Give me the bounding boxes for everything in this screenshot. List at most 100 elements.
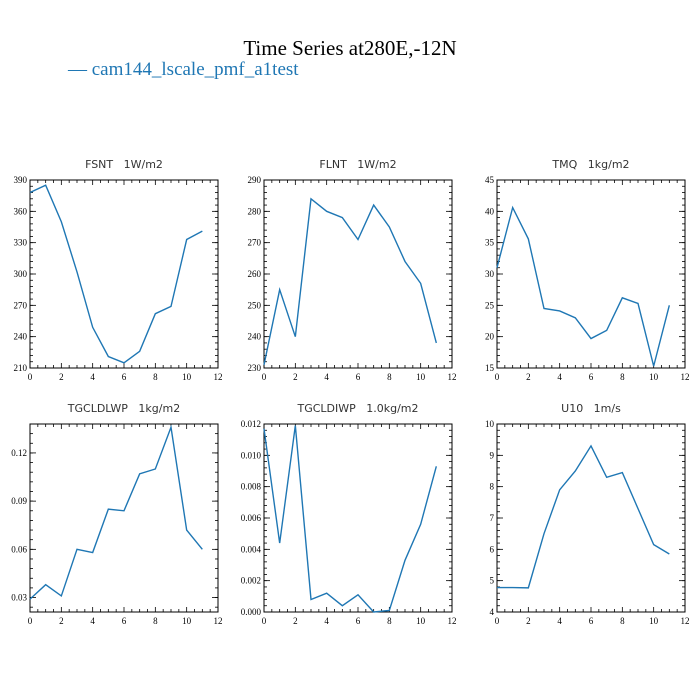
x-tick-label: 2 — [526, 616, 531, 626]
y-tick-label: 30 — [485, 269, 495, 279]
plot-frame — [29, 423, 219, 613]
y-tick-label: 280 — [248, 206, 262, 216]
y-tick-label: 35 — [485, 238, 495, 248]
y-tick-label: 7 — [490, 513, 495, 523]
x-tick-label: 0 — [28, 616, 33, 626]
series-line — [496, 205, 671, 367]
series-line — [263, 197, 438, 366]
panel-3: TMQ 1kg/m2 0 2 4 6 8 10 12 15 20 25 30 35 40 45 — [485, 158, 690, 382]
x-tick-label: 0 — [262, 616, 267, 626]
y-tick-label: 210 — [14, 363, 28, 373]
x-tick-label: 12 — [214, 372, 223, 382]
y-tick-label: 250 — [248, 300, 262, 310]
panel-title: U10 1m/s — [561, 402, 621, 415]
legend-entry: — cam144_lscale_pmf_a1test — [68, 59, 299, 80]
panel-2: FLNT 1W/m2 0 2 4 6 8 10 12 230 240 250 260 270 280 290 — [248, 158, 457, 382]
y-tick-label: 270 — [248, 238, 262, 248]
x-tick-label: 0 — [262, 372, 267, 382]
y-tick-label: 0.06 — [11, 544, 27, 554]
y-tick-label: 0.008 — [241, 482, 262, 492]
x-tick-label: 8 — [620, 372, 625, 382]
y-tick-label: 300 — [14, 269, 28, 279]
y-tick-label: 0.010 — [241, 450, 262, 460]
x-tick-label: 4 — [557, 616, 562, 626]
y-tick-label: 240 — [14, 332, 28, 342]
series-line — [29, 184, 203, 364]
x-tick-label: 10 — [416, 616, 426, 626]
panel-4: TGCLDLWP 1kg/m2 0 2 4 6 8 10 12 0.03 0.06 0.09 0.12 — [11, 402, 222, 626]
x-tick-label: 4 — [324, 616, 329, 626]
panel-title: FLNT 1W/m2 — [319, 158, 396, 171]
panel-1: FSNT 1W/m2 0 2 4 6 8 10 12 210 240 270 300 330 360 390 — [14, 158, 223, 382]
y-tick-label: 20 — [485, 332, 495, 342]
x-tick-label: 8 — [153, 372, 158, 382]
x-tick-label: 4 — [90, 616, 95, 626]
x-tick-label: 2 — [59, 372, 64, 382]
x-tick-label: 4 — [557, 372, 562, 382]
x-tick-label: 12 — [681, 616, 690, 626]
x-tick-label: 10 — [649, 616, 659, 626]
x-tick-label: 10 — [182, 372, 192, 382]
x-tick-label: 2 — [293, 616, 298, 626]
x-tick-label: 2 — [526, 372, 531, 382]
y-tick-label: 290 — [248, 175, 262, 185]
x-tick-label: 0 — [495, 372, 500, 382]
y-tick-label: 15 — [485, 363, 495, 373]
y-tick-label: 25 — [485, 300, 495, 310]
y-tick-label: 0.004 — [241, 544, 262, 554]
plot-frame — [29, 179, 219, 369]
y-tick-label: 0.03 — [11, 593, 27, 603]
x-tick-label: 6 — [122, 616, 127, 626]
y-tick-label: 390 — [14, 175, 28, 185]
x-tick-label: 10 — [649, 372, 659, 382]
panel-6: U10 1m/s 0 2 4 6 8 10 12 4 5 6 7 8 9 10 — [485, 402, 690, 626]
y-tick-label: 0.012 — [241, 419, 261, 429]
x-tick-label: 8 — [387, 616, 392, 626]
y-tick-label: 230 — [248, 363, 262, 373]
x-tick-label: 2 — [293, 372, 298, 382]
y-tick-label: 240 — [248, 332, 262, 342]
x-tick-label: 4 — [324, 372, 329, 382]
y-tick-label: 4 — [490, 607, 495, 617]
x-tick-label: 8 — [387, 372, 392, 382]
panel-5: TGCLDIWP 1.0kg/m2 0 2 4 6 8 10 12 0.000 0.002 0.00… — [241, 402, 457, 626]
panel-title: TGCLDIWP 1.0kg/m2 — [296, 402, 418, 415]
x-tick-label: 2 — [59, 616, 64, 626]
y-tick-label: 9 — [490, 450, 495, 460]
y-tick-label: 0.12 — [11, 448, 27, 458]
y-tick-label: 270 — [14, 300, 28, 310]
x-tick-label: 10 — [182, 616, 192, 626]
y-tick-label: 360 — [14, 206, 28, 216]
x-tick-label: 6 — [589, 616, 594, 626]
y-tick-label: 45 — [485, 175, 495, 185]
series-line — [263, 425, 438, 613]
y-tick-label: 40 — [485, 206, 495, 216]
plot-frame — [496, 423, 686, 613]
x-tick-label: 12 — [448, 372, 457, 382]
y-tick-label: 260 — [248, 269, 262, 279]
x-tick-label: 10 — [416, 372, 426, 382]
plot-frame — [496, 179, 686, 369]
panel-title: TMQ 1kg/m2 — [551, 158, 629, 171]
y-tick-label: 8 — [490, 482, 495, 492]
x-tick-label: 12 — [681, 372, 690, 382]
y-tick-label: 0.006 — [241, 513, 262, 523]
y-tick-label: 5 — [490, 576, 495, 586]
x-tick-label: 6 — [589, 372, 594, 382]
x-tick-label: 6 — [122, 372, 127, 382]
figure-title: Time Series at280E,-12N — [243, 36, 457, 60]
x-tick-label: 6 — [356, 372, 361, 382]
series-line — [497, 444, 670, 589]
y-tick-label: 10 — [485, 419, 495, 429]
x-tick-label: 0 — [28, 372, 33, 382]
panel-title: TGCLDLWP 1kg/m2 — [67, 402, 180, 415]
x-tick-label: 8 — [620, 616, 625, 626]
x-tick-label: 0 — [495, 616, 500, 626]
y-tick-label: 0.09 — [11, 496, 27, 506]
panel-title: FSNT 1W/m2 — [85, 158, 163, 171]
y-tick-label: 0.000 — [241, 607, 262, 617]
plot-frame — [263, 179, 453, 369]
x-tick-label: 6 — [356, 616, 361, 626]
series-line — [29, 424, 203, 600]
x-tick-label: 12 — [214, 616, 223, 626]
